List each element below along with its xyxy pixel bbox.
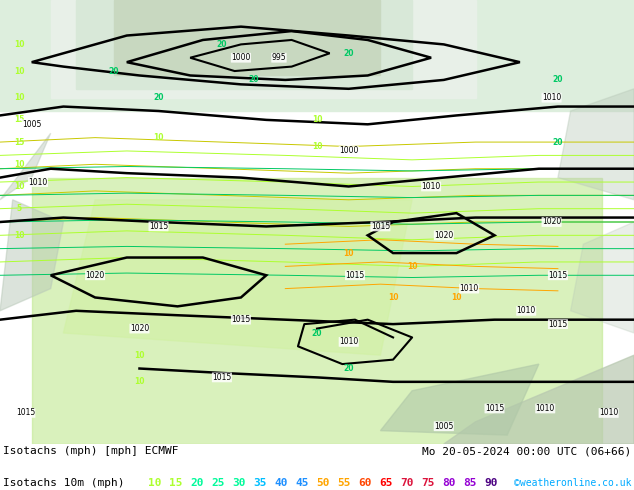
Text: 10: 10 <box>388 293 398 302</box>
Text: 10: 10 <box>312 115 322 124</box>
Text: 10: 10 <box>14 231 24 240</box>
Text: 70: 70 <box>400 478 413 488</box>
Polygon shape <box>51 0 476 98</box>
Text: 1015: 1015 <box>231 315 250 324</box>
Text: 1015: 1015 <box>149 222 168 231</box>
Text: 10: 10 <box>14 40 24 49</box>
Text: 1010: 1010 <box>422 182 441 191</box>
Text: 10: 10 <box>407 262 417 271</box>
Text: 65: 65 <box>379 478 392 488</box>
Text: 55: 55 <box>337 478 351 488</box>
Text: 10: 10 <box>148 478 162 488</box>
Text: 1020: 1020 <box>130 324 149 333</box>
Text: 20: 20 <box>249 75 259 84</box>
Polygon shape <box>444 355 634 444</box>
Text: 1005: 1005 <box>22 120 41 129</box>
Text: 20: 20 <box>217 40 227 49</box>
Text: 10: 10 <box>451 293 462 302</box>
Polygon shape <box>0 200 63 311</box>
Text: 1015: 1015 <box>548 319 567 329</box>
Text: 45: 45 <box>295 478 309 488</box>
Polygon shape <box>114 0 380 75</box>
Text: 1010: 1010 <box>339 338 358 346</box>
Text: 1015: 1015 <box>371 222 390 231</box>
Polygon shape <box>0 0 634 111</box>
Text: 1010: 1010 <box>460 284 479 293</box>
Text: 90: 90 <box>484 478 498 488</box>
Text: 1000: 1000 <box>231 53 250 62</box>
Text: 15: 15 <box>169 478 183 488</box>
Polygon shape <box>0 133 51 200</box>
Text: 20: 20 <box>344 49 354 58</box>
Text: 20: 20 <box>344 364 354 373</box>
Text: 50: 50 <box>316 478 330 488</box>
Text: 10: 10 <box>14 182 24 191</box>
Text: 1015: 1015 <box>485 404 504 413</box>
Polygon shape <box>32 177 602 444</box>
Text: 30: 30 <box>232 478 245 488</box>
Text: 1020: 1020 <box>542 218 561 226</box>
Text: 1010: 1010 <box>29 177 48 187</box>
Text: ©weatheronline.co.uk: ©weatheronline.co.uk <box>514 478 631 488</box>
Text: 10: 10 <box>14 67 24 75</box>
Text: 10: 10 <box>344 248 354 258</box>
Text: Mo 20-05-2024 00:00 UTC (06+66): Mo 20-05-2024 00:00 UTC (06+66) <box>422 446 631 456</box>
Text: 10: 10 <box>14 160 24 169</box>
Text: 1015: 1015 <box>212 373 231 382</box>
Text: 80: 80 <box>442 478 455 488</box>
Text: 20: 20 <box>312 328 322 338</box>
Text: 995: 995 <box>271 53 287 62</box>
Polygon shape <box>380 364 539 435</box>
Text: 1010: 1010 <box>517 306 536 315</box>
Text: Isotachs 10m (mph): Isotachs 10m (mph) <box>3 478 124 488</box>
Text: 25: 25 <box>211 478 224 488</box>
Text: 20: 20 <box>553 138 563 147</box>
Text: 1015: 1015 <box>16 409 35 417</box>
Text: 20: 20 <box>109 67 119 75</box>
Text: 1010: 1010 <box>599 409 618 417</box>
Text: 1015: 1015 <box>548 271 567 280</box>
Text: 10: 10 <box>312 142 322 151</box>
Text: 1010: 1010 <box>536 404 555 413</box>
Text: 1020: 1020 <box>434 231 453 240</box>
Text: 1020: 1020 <box>86 271 105 280</box>
Text: 75: 75 <box>421 478 434 488</box>
Text: 5: 5 <box>16 204 22 213</box>
Text: 15: 15 <box>14 138 24 147</box>
Polygon shape <box>571 222 634 333</box>
Polygon shape <box>76 0 412 89</box>
Text: 35: 35 <box>253 478 266 488</box>
Polygon shape <box>63 200 412 355</box>
Text: 10: 10 <box>14 93 24 102</box>
Text: Isotachs (mph) [mph] ECMWF: Isotachs (mph) [mph] ECMWF <box>3 446 179 456</box>
Polygon shape <box>558 89 634 200</box>
Text: 1000: 1000 <box>339 147 358 155</box>
Text: 1015: 1015 <box>346 271 365 280</box>
Text: 10: 10 <box>153 133 164 142</box>
Text: 10: 10 <box>134 351 145 360</box>
Text: 1005: 1005 <box>434 422 453 431</box>
Text: 15: 15 <box>14 115 24 124</box>
Text: 20: 20 <box>553 75 563 84</box>
Text: 1010: 1010 <box>542 93 561 102</box>
Text: 60: 60 <box>358 478 372 488</box>
Text: 20: 20 <box>153 93 164 102</box>
Text: 20: 20 <box>190 478 204 488</box>
Text: 85: 85 <box>463 478 477 488</box>
Text: 10: 10 <box>134 377 145 386</box>
Text: 40: 40 <box>274 478 287 488</box>
